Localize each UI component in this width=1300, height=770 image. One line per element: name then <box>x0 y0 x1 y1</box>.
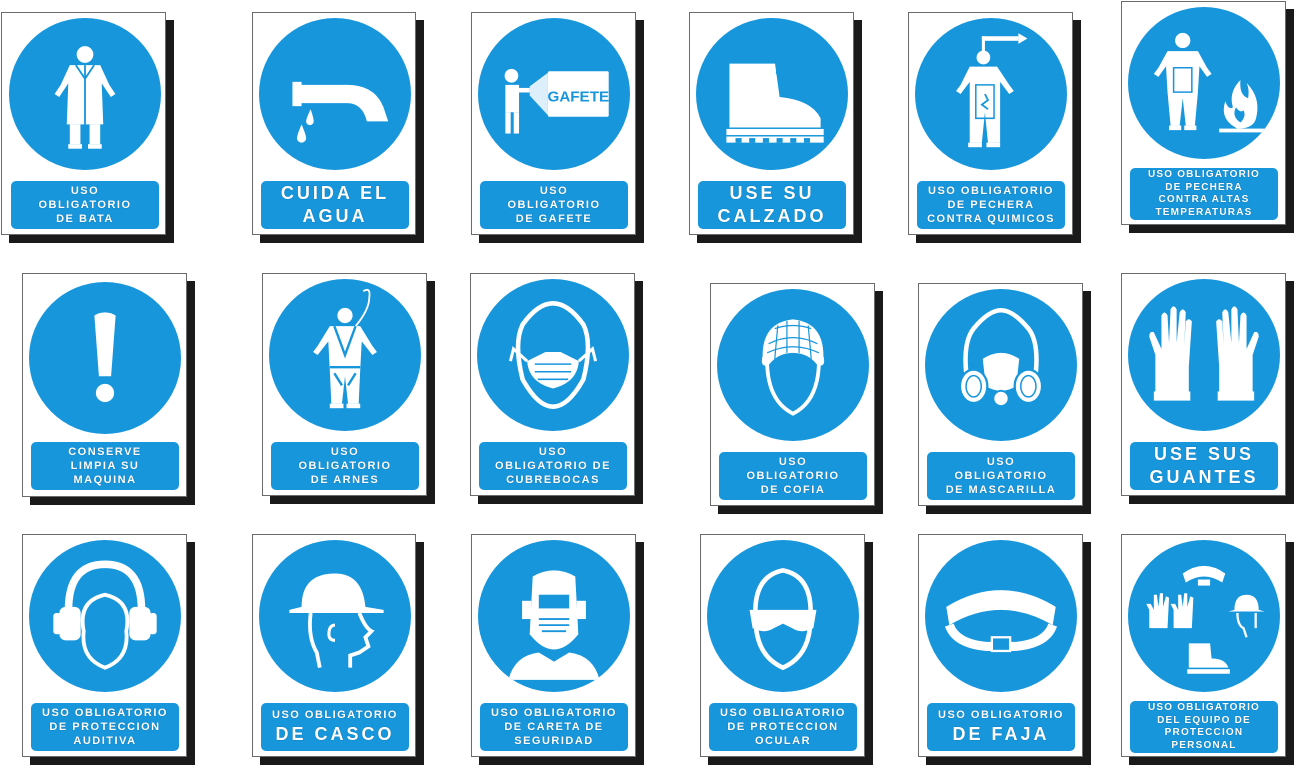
sign-careta: USO OBLIGATORIO DE CARETA DE SEGURIDAD <box>471 534 636 757</box>
sign-mascarilla-circle <box>925 289 1077 441</box>
sign-cofia-label: USO OBLIGATORIO DE COFIA <box>719 452 867 500</box>
sign-pechera-quimicos: USO OBLIGATORIO DE PECHERA CONTRA QUIMICOS <box>908 12 1073 235</box>
sign-ocular-label: USO OBLIGATORIO DE PROTECCION OCULAR <box>709 703 857 751</box>
faucet-icon <box>292 81 389 143</box>
sign-gafete-label: USO OBLIGATORIO DE GAFETE <box>480 181 628 229</box>
sign-bata: USO OBLIGATORIO DE BATA <box>1 12 166 235</box>
sign-faja-label: USO OBLIGATORIO DE FAJA <box>927 703 1075 751</box>
back-belt-icon <box>944 590 1058 653</box>
sign-pechera-temperaturas-circle <box>1128 7 1280 159</box>
sign-maquina: CONSERVE LIMPIA SU MAQUINA <box>22 273 187 497</box>
sign-bata-label: USO OBLIGATORIO DE BATA <box>11 181 159 229</box>
sign-bata-circle <box>9 18 161 170</box>
sign-auditiva-label: USO OBLIGATORIO DE PROTECCION AUDITIVA <box>31 703 179 751</box>
sign-agua-circle <box>259 18 411 170</box>
sign-auditiva: USO OBLIGATORIO DE PROTECCION AUDITIVA <box>22 534 187 757</box>
sign-pechera-temperaturas: USO OBLIGATORIO DE PECHERA CONTRA ALTAS TEM… <box>1121 1 1286 225</box>
sign-maquina-label: CONSERVE LIMPIA SU MAQUINA <box>31 442 179 490</box>
sign-cofia: USO OBLIGATORIO DE COFIA <box>710 283 875 506</box>
harness-icon <box>313 288 377 409</box>
hairnet-icon <box>761 319 825 416</box>
boot-icon <box>726 63 824 143</box>
sign-careta-circle <box>478 540 630 692</box>
sign-casco: USO OBLIGATORIO DE CASCO <box>252 534 416 757</box>
sign-cofia-circle <box>717 289 869 441</box>
gloves-icon <box>1149 306 1259 401</box>
heat-apron-icon <box>1153 32 1265 133</box>
sign-cubrebocas-label: USO OBLIGATORIO DE CUBREBOCAS <box>479 442 627 490</box>
sign-maquina-circle <box>29 282 181 434</box>
ear-muffs-icon <box>53 560 157 670</box>
sign-mascarilla-label: USO OBLIGATORIO DE MASCARILLA <box>927 452 1075 500</box>
sign-pechera-quimicos-label: USO OBLIGATORIO DE PECHERA CONTRA QUIMICOS <box>917 181 1065 229</box>
sign-agua-label: CUIDA EL AGUA <box>261 181 409 229</box>
sign-auditiva-circle <box>29 540 181 692</box>
safety-goggles-icon <box>749 568 817 671</box>
sign-arnes-circle <box>269 279 421 431</box>
sign-pechera-quimicos-circle <box>915 18 1067 170</box>
lab-coat-icon <box>54 46 116 149</box>
sign-faja-circle <box>925 540 1077 692</box>
sign-gafete-circle: GAFETE <box>478 18 630 170</box>
sign-agua: CUIDA EL AGUA <box>252 12 416 235</box>
hard-hat-icon <box>289 573 384 669</box>
badge-icon: GAFETE <box>504 68 610 134</box>
sign-calzado-label: USE SU CALZADO <box>698 181 846 229</box>
sign-guantes-label: USE SUS GUANTES <box>1130 442 1278 490</box>
ppe-equipment-icon <box>1146 565 1265 674</box>
sign-careta-label: USO OBLIGATORIO DE CARETA DE SEGURIDAD <box>480 703 628 751</box>
sign-casco-circle <box>259 540 411 692</box>
exclamation-icon <box>94 312 116 403</box>
sign-faja: USO OBLIGATORIO DE FAJA <box>918 534 1083 757</box>
sign-ocular-circle <box>707 540 859 692</box>
sign-casco-label: USO OBLIGATORIO DE CASCO <box>261 703 409 751</box>
sign-equipo-circle <box>1128 540 1280 692</box>
sign-guantes: USE SUS GUANTES <box>1121 273 1286 496</box>
sign-cubrebocas: USO OBLIGATORIO DE CUBREBOCAS <box>470 273 635 496</box>
sign-arnes: USO OBLIGATORIO DE ARNES <box>262 273 427 496</box>
sign-cubrebocas-circle <box>477 279 629 431</box>
badge-text: GAFETE <box>548 89 610 106</box>
sign-ocular: USO OBLIGATORIO DE PROTECCION OCULAR <box>700 534 865 757</box>
sign-calzado-circle <box>696 18 848 170</box>
sign-gafete: GAFETE USO OBLIGATORIO DE GAFETE <box>471 12 636 235</box>
sign-pechera-temperaturas-label: USO OBLIGATORIO DE PECHERA CONTRA ALTAS TEM… <box>1130 168 1278 220</box>
welding-helmet-icon <box>508 570 600 680</box>
sign-mascarilla: USO OBLIGATORIO DE MASCARILLA <box>918 283 1083 506</box>
sign-arnes-label: USO OBLIGATORIO DE ARNES <box>271 442 419 490</box>
chemical-apron-icon <box>956 33 1028 148</box>
sign-guantes-circle <box>1128 279 1280 431</box>
respirator-icon <box>958 307 1044 407</box>
sign-calzado: USE SU CALZADO <box>689 12 854 235</box>
sign-equipo: USO OBLIGATORIO DEL EQUIPO DE PROTECCION PE… <box>1121 534 1286 757</box>
face-mask-icon <box>508 301 598 409</box>
sign-equipo-label: USO OBLIGATORIO DEL EQUIPO DE PROTECCION PE… <box>1130 701 1278 753</box>
